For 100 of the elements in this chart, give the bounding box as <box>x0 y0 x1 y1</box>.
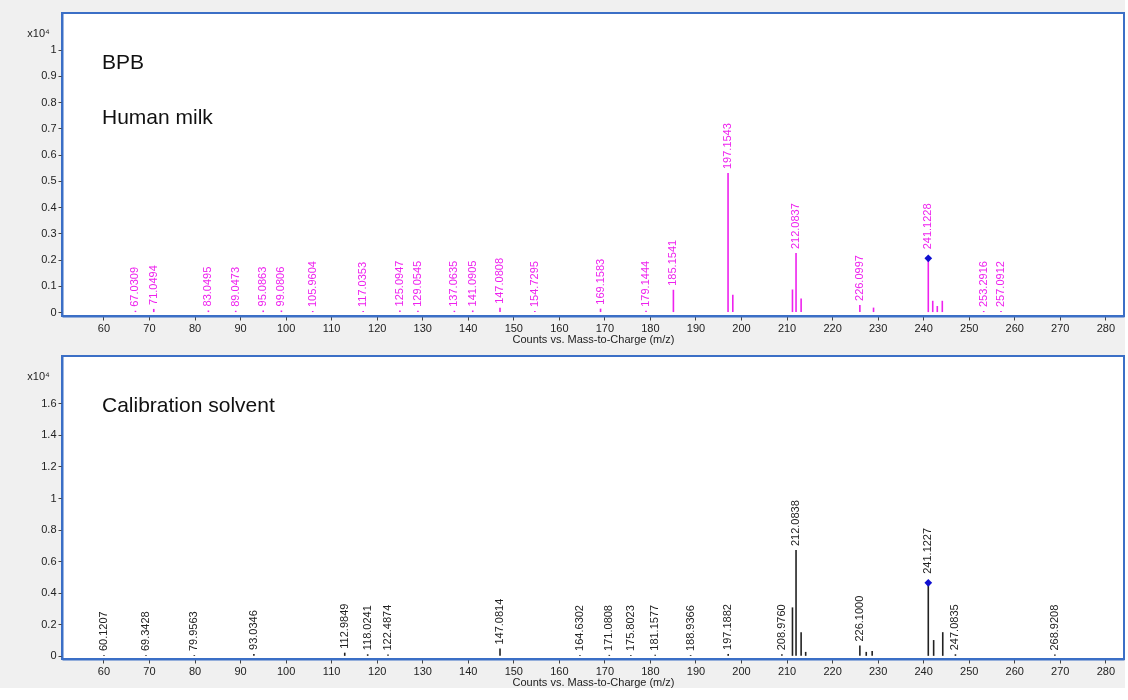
x-tick-label: 150 <box>504 664 523 677</box>
x-tick-label: 220 <box>823 664 842 677</box>
x-tick-label: 200 <box>732 664 751 677</box>
x-axis-title: Counts vs. Mass-to-Charge (m/z) <box>512 675 675 688</box>
annotation: 197.1882 <box>721 604 734 650</box>
x-tick-label: 140 <box>459 321 478 334</box>
annotation: 164.6302 <box>572 605 585 651</box>
y-tick-label: 0.2 <box>41 253 57 266</box>
y-tick-label: 0.3 <box>41 226 57 239</box>
x-tick-label: 160 <box>550 321 569 334</box>
x-tick-label: 280 <box>1096 321 1116 334</box>
y-tick-label: 1 <box>50 491 57 504</box>
annotation: 226.0997 <box>852 255 865 301</box>
x-tick-label: 120 <box>368 321 387 334</box>
annotation: 79.9563 <box>187 611 200 652</box>
x-tick-label: 270 <box>1051 664 1070 677</box>
x-tick-label: 230 <box>868 664 888 677</box>
annotation: 208.9760 <box>774 604 787 651</box>
annotation: 154.7295 <box>527 261 540 308</box>
annotation: 105.9604 <box>305 261 318 308</box>
x-tick-label: 130 <box>413 664 432 677</box>
annotation: 83.0495 <box>201 266 214 307</box>
x-tick-label: 210 <box>777 664 797 677</box>
x-tick-label: 200 <box>732 321 751 334</box>
annotation: 122.4874 <box>381 604 394 651</box>
annotation: 141.0905 <box>465 260 478 307</box>
x-tick-label: 60 <box>97 321 111 334</box>
x-tick-label: 180 <box>641 321 660 334</box>
annotation: 67.0309 <box>128 266 141 307</box>
y-axis-title: x10⁴ <box>27 26 50 39</box>
x-tick-label: 190 <box>686 664 706 677</box>
annotation: 93.0346 <box>246 610 259 650</box>
x-tick-label: 260 <box>1005 321 1024 334</box>
x-tick-label: 70 <box>143 664 156 677</box>
annotation: 212.0838 <box>789 500 802 547</box>
annotation: 171.0808 <box>602 605 615 651</box>
annotation: 241.1228 <box>921 203 934 250</box>
x-tick-label: 190 <box>686 321 706 334</box>
annotation: 99.0806 <box>274 266 287 307</box>
annotation: 147.0808 <box>493 257 506 304</box>
annotation: 125.0947 <box>392 260 405 307</box>
x-tick-label: 250 <box>960 664 979 677</box>
y-axis-title: x10⁴ <box>27 369 50 382</box>
x-tick-label: 150 <box>504 321 523 334</box>
y-tick-label: 0.9 <box>41 69 57 82</box>
x-tick-label: 140 <box>459 664 478 677</box>
x-tick-label: 170 <box>595 321 615 334</box>
annotation: 95.0863 <box>256 266 269 307</box>
x-tick-label: 120 <box>368 664 387 677</box>
y-tick-label: 0.4 <box>41 200 57 213</box>
annotation: 247.0835 <box>948 604 961 651</box>
x-tick-label: 110 <box>322 664 341 677</box>
x-tick-label: 60 <box>97 664 111 677</box>
x-tick-label: 240 <box>914 321 933 334</box>
annotation: 117.0353 <box>356 261 369 308</box>
y-tick-label: 1.4 <box>41 428 57 441</box>
x-tick-label: 260 <box>1005 664 1024 677</box>
annotation: 89.0473 <box>228 266 241 307</box>
x-tick-label: 110 <box>322 321 341 334</box>
y-tick-label: 0.1 <box>41 279 57 292</box>
y-tick-label: 0 <box>50 649 57 662</box>
annotation: 179.1444 <box>639 260 652 307</box>
annotation: 69.3428 <box>138 611 151 652</box>
x-tick-label: 70 <box>143 321 156 334</box>
annotation: 129.0545 <box>410 260 423 307</box>
annotation: 175.8023 <box>623 605 636 652</box>
y-tick-label: 0.6 <box>41 554 57 567</box>
y-tick-label: 0.8 <box>41 523 57 536</box>
x-tick-label: 270 <box>1051 321 1070 334</box>
annotation: 137.0635 <box>447 260 460 307</box>
annotation: 197.1543 <box>721 123 734 170</box>
x-tick-label: 240 <box>914 664 933 677</box>
x-tick-label: 130 <box>413 321 432 334</box>
x-tick-label: 230 <box>868 321 888 334</box>
x-tick-label: 100 <box>276 664 296 677</box>
y-tick-label: 0.8 <box>41 95 57 108</box>
annotation: Human milk <box>102 105 214 128</box>
annotation: 112.9849 <box>337 603 350 649</box>
x-axis-title: Counts vs. Mass-to-Charge (m/z) <box>512 332 675 345</box>
annotation: 71.0494 <box>146 265 159 305</box>
x-tick-label: 90 <box>234 664 247 677</box>
x-tick-label: 80 <box>188 321 202 334</box>
annotation: 169.1583 <box>593 258 606 305</box>
annotation: 185.1541 <box>666 239 679 286</box>
x-tick-label: 220 <box>823 321 842 334</box>
y-tick-label: 0.5 <box>41 174 57 187</box>
annotation: 181.1577 <box>648 604 661 651</box>
y-tick-label: 0 <box>50 305 57 318</box>
annotation: 241.1227 <box>921 527 934 574</box>
y-tick-label: 1.2 <box>41 459 57 472</box>
x-tick-label: 90 <box>234 321 247 334</box>
x-tick-label: 100 <box>276 321 296 334</box>
annotation: 253.2916 <box>976 261 989 308</box>
annotation: 118.0241 <box>360 605 373 651</box>
y-tick-label: 1.6 <box>41 396 57 409</box>
y-tick-label: 0.4 <box>41 586 57 599</box>
annotation: 147.0814 <box>493 598 506 645</box>
annotation: 257.0912 <box>994 261 1007 308</box>
y-tick-label: 0.6 <box>41 148 57 161</box>
x-tick-label: 80 <box>188 664 202 677</box>
